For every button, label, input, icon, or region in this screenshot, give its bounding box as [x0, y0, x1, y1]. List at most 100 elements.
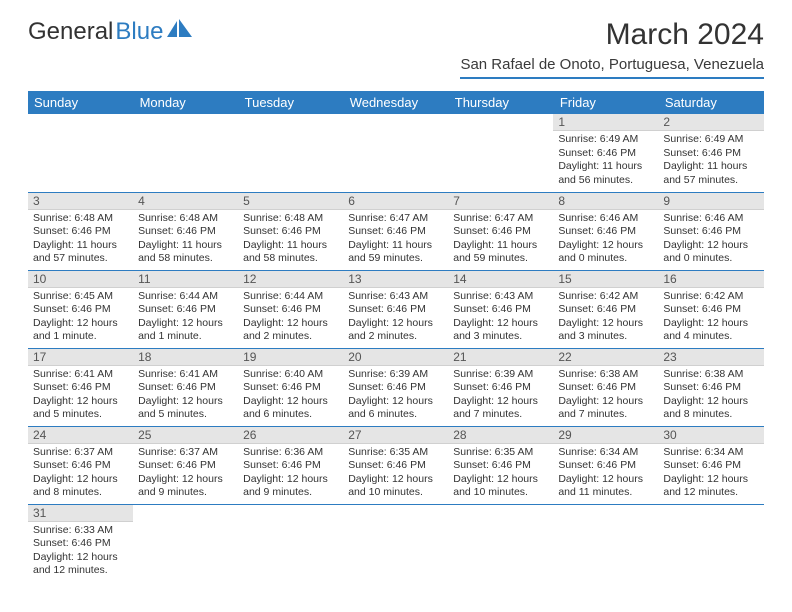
calendar-week-row: 17Sunrise: 6:41 AMSunset: 6:46 PMDayligh… [28, 348, 764, 426]
calendar-cell: 13Sunrise: 6:43 AMSunset: 6:46 PMDayligh… [343, 270, 448, 348]
calendar-cell: 16Sunrise: 6:42 AMSunset: 6:46 PMDayligh… [658, 270, 763, 348]
day-body: Sunrise: 6:46 AMSunset: 6:46 PMDaylight:… [553, 210, 658, 270]
day-body: Sunrise: 6:47 AMSunset: 6:46 PMDaylight:… [343, 210, 448, 270]
calendar-cell: 5Sunrise: 6:48 AMSunset: 6:46 PMDaylight… [238, 192, 343, 270]
day-body: Sunrise: 6:41 AMSunset: 6:46 PMDaylight:… [28, 366, 133, 426]
day-number: 14 [448, 271, 553, 288]
sunrise-text: Sunrise: 6:39 AM [453, 368, 548, 382]
daylight-text: Daylight: 12 hours and 6 minutes. [243, 395, 338, 422]
calendar-cell: 11Sunrise: 6:44 AMSunset: 6:46 PMDayligh… [133, 270, 238, 348]
sunrise-text: Sunrise: 6:34 AM [663, 446, 758, 460]
daylight-text: Daylight: 12 hours and 1 minute. [138, 317, 233, 344]
daylight-text: Daylight: 11 hours and 57 minutes. [33, 239, 128, 266]
calendar-cell: 8Sunrise: 6:46 AMSunset: 6:46 PMDaylight… [553, 192, 658, 270]
calendar-cell [28, 114, 133, 192]
sunrise-text: Sunrise: 6:42 AM [663, 290, 758, 304]
calendar-cell: 25Sunrise: 6:37 AMSunset: 6:46 PMDayligh… [133, 426, 238, 504]
sunrise-text: Sunrise: 6:49 AM [558, 133, 653, 147]
sunset-text: Sunset: 6:46 PM [663, 147, 758, 161]
sunset-text: Sunset: 6:46 PM [33, 381, 128, 395]
calendar-week-row: 1Sunrise: 6:49 AMSunset: 6:46 PMDaylight… [28, 114, 764, 192]
day-body: Sunrise: 6:48 AMSunset: 6:46 PMDaylight:… [133, 210, 238, 270]
sunrise-text: Sunrise: 6:36 AM [243, 446, 338, 460]
day-number: 31 [28, 505, 133, 522]
day-body: Sunrise: 6:44 AMSunset: 6:46 PMDaylight:… [133, 288, 238, 348]
day-number: 17 [28, 349, 133, 366]
calendar-cell: 17Sunrise: 6:41 AMSunset: 6:46 PMDayligh… [28, 348, 133, 426]
calendar-cell: 31Sunrise: 6:33 AMSunset: 6:46 PMDayligh… [28, 504, 133, 582]
daylight-text: Daylight: 12 hours and 11 minutes. [558, 473, 653, 500]
sunrise-text: Sunrise: 6:41 AM [138, 368, 233, 382]
daylight-text: Daylight: 12 hours and 5 minutes. [33, 395, 128, 422]
logo: GeneralBlue [28, 18, 193, 46]
daylight-text: Daylight: 12 hours and 0 minutes. [558, 239, 653, 266]
day-number: 25 [133, 427, 238, 444]
sunrise-text: Sunrise: 6:41 AM [33, 368, 128, 382]
day-number: 12 [238, 271, 343, 288]
calendar-cell: 2Sunrise: 6:49 AMSunset: 6:46 PMDaylight… [658, 114, 763, 192]
calendar-cell [133, 504, 238, 582]
day-number: 24 [28, 427, 133, 444]
day-number: 27 [343, 427, 448, 444]
daylight-text: Daylight: 11 hours and 59 minutes. [348, 239, 443, 266]
sunrise-text: Sunrise: 6:35 AM [348, 446, 443, 460]
sunrise-text: Sunrise: 6:48 AM [138, 212, 233, 226]
day-header: Wednesday [343, 91, 448, 114]
day-body: Sunrise: 6:40 AMSunset: 6:46 PMDaylight:… [238, 366, 343, 426]
day-number: 9 [658, 193, 763, 210]
sunset-text: Sunset: 6:46 PM [558, 303, 653, 317]
sunset-text: Sunset: 6:46 PM [558, 147, 653, 161]
daylight-text: Daylight: 12 hours and 5 minutes. [138, 395, 233, 422]
day-number: 6 [343, 193, 448, 210]
calendar-week-row: 24Sunrise: 6:37 AMSunset: 6:46 PMDayligh… [28, 426, 764, 504]
day-body: Sunrise: 6:37 AMSunset: 6:46 PMDaylight:… [28, 444, 133, 504]
daylight-text: Daylight: 12 hours and 2 minutes. [348, 317, 443, 344]
calendar-cell: 4Sunrise: 6:48 AMSunset: 6:46 PMDaylight… [133, 192, 238, 270]
day-number: 4 [133, 193, 238, 210]
calendar-cell: 18Sunrise: 6:41 AMSunset: 6:46 PMDayligh… [133, 348, 238, 426]
logo-text-2: Blue [115, 18, 163, 46]
day-number: 13 [343, 271, 448, 288]
daylight-text: Daylight: 12 hours and 7 minutes. [558, 395, 653, 422]
day-body: Sunrise: 6:39 AMSunset: 6:46 PMDaylight:… [343, 366, 448, 426]
day-body: Sunrise: 6:42 AMSunset: 6:46 PMDaylight:… [553, 288, 658, 348]
daylight-text: Daylight: 12 hours and 7 minutes. [453, 395, 548, 422]
calendar-cell: 19Sunrise: 6:40 AMSunset: 6:46 PMDayligh… [238, 348, 343, 426]
sunrise-text: Sunrise: 6:40 AM [243, 368, 338, 382]
day-body: Sunrise: 6:45 AMSunset: 6:46 PMDaylight:… [28, 288, 133, 348]
sunset-text: Sunset: 6:46 PM [663, 303, 758, 317]
sunset-text: Sunset: 6:46 PM [348, 303, 443, 317]
month-title: March 2024 [460, 18, 764, 52]
calendar-cell [553, 504, 658, 582]
calendar-cell: 28Sunrise: 6:35 AMSunset: 6:46 PMDayligh… [448, 426, 553, 504]
sunset-text: Sunset: 6:46 PM [348, 225, 443, 239]
daylight-text: Daylight: 12 hours and 3 minutes. [558, 317, 653, 344]
calendar-cell [448, 504, 553, 582]
day-number: 23 [658, 349, 763, 366]
daylight-text: Daylight: 12 hours and 9 minutes. [243, 473, 338, 500]
daylight-text: Daylight: 11 hours and 57 minutes. [663, 160, 758, 187]
sunset-text: Sunset: 6:46 PM [33, 537, 128, 551]
day-body: Sunrise: 6:47 AMSunset: 6:46 PMDaylight:… [448, 210, 553, 270]
calendar-cell: 26Sunrise: 6:36 AMSunset: 6:46 PMDayligh… [238, 426, 343, 504]
sunset-text: Sunset: 6:46 PM [663, 459, 758, 473]
calendar-cell [133, 114, 238, 192]
day-body: Sunrise: 6:37 AMSunset: 6:46 PMDaylight:… [133, 444, 238, 504]
sunset-text: Sunset: 6:46 PM [348, 459, 443, 473]
day-body: Sunrise: 6:43 AMSunset: 6:46 PMDaylight:… [343, 288, 448, 348]
title-block: March 2024 San Rafael de Onoto, Portugue… [460, 18, 764, 79]
calendar-cell: 29Sunrise: 6:34 AMSunset: 6:46 PMDayligh… [553, 426, 658, 504]
daylight-text: Daylight: 12 hours and 2 minutes. [243, 317, 338, 344]
calendar-cell: 20Sunrise: 6:39 AMSunset: 6:46 PMDayligh… [343, 348, 448, 426]
logo-sail-icon [167, 18, 193, 46]
calendar-cell: 9Sunrise: 6:46 AMSunset: 6:46 PMDaylight… [658, 192, 763, 270]
sunrise-text: Sunrise: 6:34 AM [558, 446, 653, 460]
calendar-cell: 12Sunrise: 6:44 AMSunset: 6:46 PMDayligh… [238, 270, 343, 348]
day-number: 22 [553, 349, 658, 366]
calendar-cell: 22Sunrise: 6:38 AMSunset: 6:46 PMDayligh… [553, 348, 658, 426]
day-number: 5 [238, 193, 343, 210]
day-number: 8 [553, 193, 658, 210]
day-body: Sunrise: 6:48 AMSunset: 6:46 PMDaylight:… [238, 210, 343, 270]
sunrise-text: Sunrise: 6:48 AM [33, 212, 128, 226]
daylight-text: Daylight: 12 hours and 12 minutes. [663, 473, 758, 500]
